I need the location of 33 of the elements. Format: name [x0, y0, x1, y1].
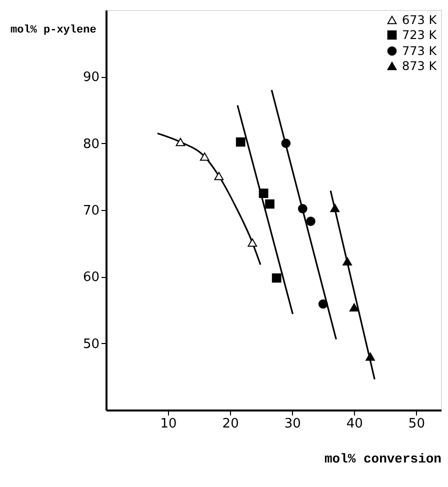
point	[176, 138, 186, 146]
point	[258, 188, 268, 198]
point	[298, 204, 308, 214]
x-tick-label: 30	[284, 416, 301, 432]
point	[248, 238, 258, 247]
point	[342, 257, 352, 266]
x-tick-label: 50	[408, 416, 425, 432]
legend-label: 773 K	[402, 44, 438, 58]
y-axis-title: mol% p-xylene	[10, 24, 97, 36]
point	[272, 273, 282, 283]
x-tick-label: 10	[160, 416, 177, 432]
point	[214, 172, 224, 180]
point	[200, 152, 210, 161]
point	[330, 204, 340, 212]
point	[265, 199, 274, 209]
point	[281, 138, 291, 148]
legend-label: 673 K	[402, 13, 438, 27]
y-tick-label: 80	[82, 136, 100, 152]
y-tick-label: 70	[82, 204, 100, 218]
x-axis-title: mol% conversion	[324, 452, 442, 466]
legend-label: 873 K	[402, 59, 438, 73]
point	[349, 303, 359, 312]
line-series	[156, 132, 262, 266]
y-tick-label: 50	[82, 336, 100, 352]
x-tick-label: 20	[222, 416, 239, 432]
point	[318, 299, 328, 309]
y-tick-label: 90	[82, 70, 100, 86]
x-tick-label: 40	[346, 416, 363, 432]
point	[366, 352, 375, 361]
y-tick-label: 60	[82, 270, 100, 286]
legend-label: 723 K	[402, 28, 438, 42]
point	[236, 137, 246, 147]
point	[306, 216, 316, 226]
